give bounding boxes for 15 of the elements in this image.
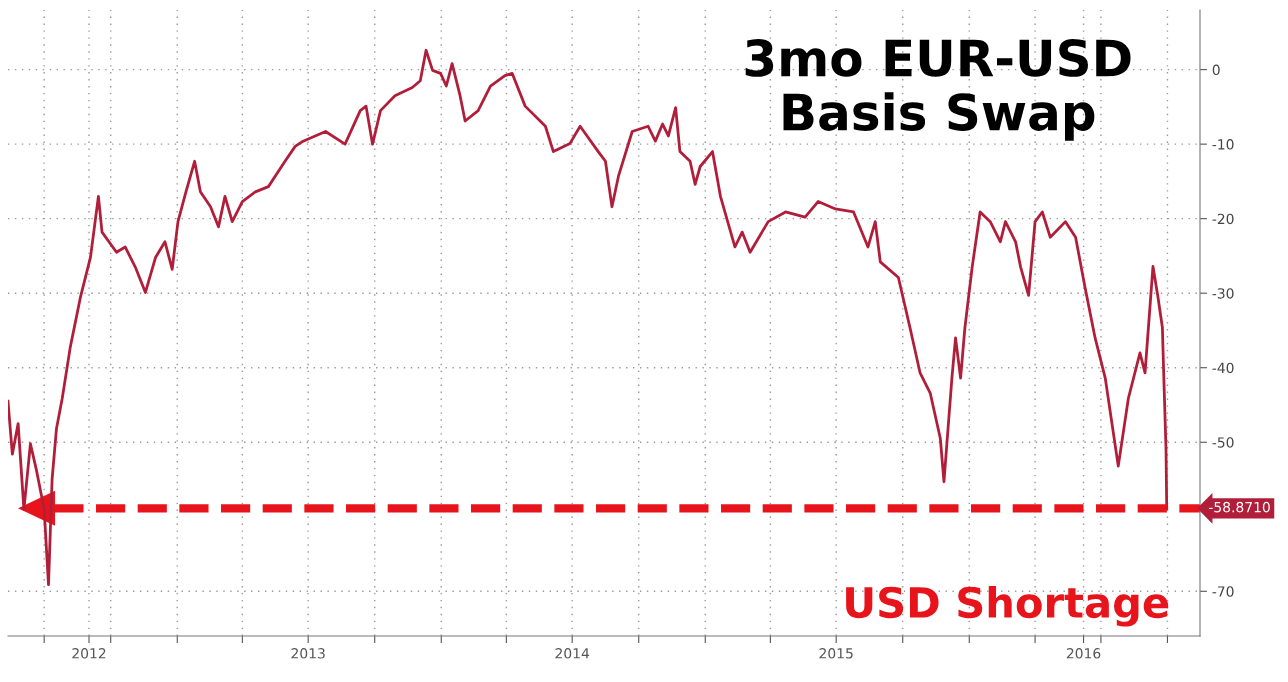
x-tick-label: 2014	[555, 648, 590, 659]
x-tick-label: 2016	[1066, 648, 1101, 659]
y-tick-label: -70	[1212, 586, 1234, 597]
x-tick-label: 2015	[819, 648, 853, 659]
y-tick-label: -20	[1212, 213, 1234, 225]
ref-line-label: -58.8710	[1209, 501, 1270, 513]
x-tick-label: 2012	[72, 648, 106, 659]
y-tick-label: -50	[1212, 437, 1234, 448]
y-tick-label: -40	[1212, 362, 1234, 374]
y-tick-label: -30	[1212, 288, 1234, 299]
y-tick-label: 0	[1212, 64, 1220, 76]
text: 3mo EUR-USD Basis Swap	[745, 39, 1131, 141]
annotation: USD Shortage	[846, 585, 1169, 627]
x-tick-label: 2013	[291, 648, 325, 659]
y-tick-label: -10	[1212, 139, 1234, 150]
